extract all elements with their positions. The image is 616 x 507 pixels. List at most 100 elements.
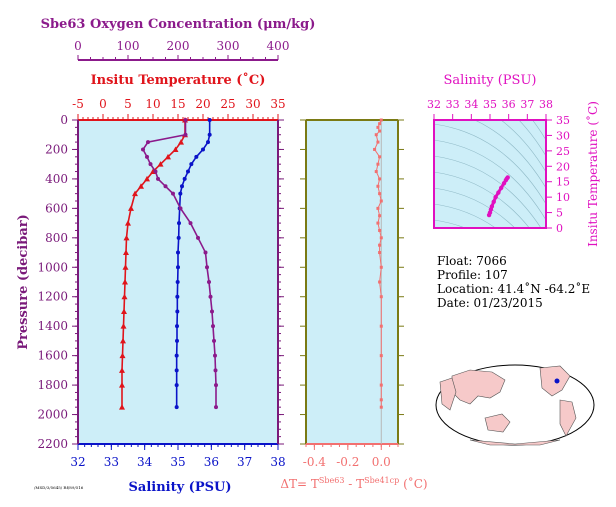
dt-axis-title: ΔT= TSbe63 - TSbe41cp (˚C) bbox=[280, 476, 427, 491]
fine-print: /MSD/3/5645/ Rf/89/516 bbox=[34, 485, 84, 490]
ts-point bbox=[499, 185, 504, 191]
temperature-axis: Insitu Temperature (˚C) -5 0 5 10 15 20 25 30 35 bbox=[72, 72, 286, 120]
temperature-point bbox=[128, 205, 134, 211]
oxygen-axis: Sbe63 Oxygen Concentration (μm/kg) 0 100 2… bbox=[41, 17, 316, 61]
oxygen-tick-label: 200 bbox=[167, 39, 190, 53]
pressure-tick-label: 1000 bbox=[37, 260, 68, 274]
oxygen-ticks: 0 100 200 300 400 bbox=[74, 39, 289, 60]
inset-salinity-tick-label: 38 bbox=[539, 98, 553, 111]
dt-point bbox=[378, 228, 382, 232]
salinity-point bbox=[174, 383, 179, 388]
temperature-point bbox=[119, 404, 125, 410]
temperature-point bbox=[123, 249, 129, 256]
dt-point bbox=[376, 221, 380, 225]
density-contour bbox=[434, 187, 516, 228]
temperature-point bbox=[172, 146, 179, 152]
oxygen-tick-label: 100 bbox=[117, 39, 140, 53]
australia-landmass bbox=[484, 413, 511, 433]
salinity-point bbox=[174, 353, 179, 358]
salinity-point bbox=[175, 309, 180, 314]
pressure-tick-label: 800 bbox=[45, 231, 68, 245]
salinity-point bbox=[174, 405, 179, 410]
dt-point bbox=[374, 133, 378, 137]
oxygen-point bbox=[171, 191, 175, 196]
pressure-tick-label: 1400 bbox=[37, 319, 68, 333]
float-info: Float: 7066 Profile: 107 Location: 41.4˚… bbox=[437, 254, 590, 310]
salinity-point bbox=[180, 184, 184, 189]
salinity-tick-label: 33 bbox=[104, 455, 119, 469]
salinity-point bbox=[186, 169, 190, 174]
inset-temperature-tick-label: 10 bbox=[556, 191, 570, 204]
temperature-tick-label: 35 bbox=[270, 97, 285, 111]
dt-tick-label: -0.2 bbox=[336, 455, 359, 469]
ts-point bbox=[493, 194, 498, 200]
dt-point bbox=[378, 243, 382, 247]
dt-point bbox=[378, 214, 382, 218]
salinity-point bbox=[182, 176, 187, 181]
salinity-tick-label: 35 bbox=[170, 455, 185, 469]
dt-point bbox=[376, 206, 380, 210]
salinity-tick-label: 32 bbox=[70, 455, 85, 469]
dt-point bbox=[374, 170, 378, 174]
salinity-point bbox=[176, 265, 180, 270]
ts-series bbox=[486, 175, 510, 218]
temperature-point bbox=[121, 308, 127, 314]
temperature-point bbox=[119, 352, 126, 359]
salinity-point bbox=[189, 162, 194, 167]
salinity-ticks: 32 33 34 35 36 37 38 bbox=[70, 444, 286, 469]
pressure-tick-label: 1800 bbox=[37, 378, 68, 392]
inset-temperature-tick-label: 35 bbox=[556, 114, 570, 127]
oxygen-tick-label: 300 bbox=[217, 39, 240, 53]
inset-salinity-title: Salinity (PSU) bbox=[444, 73, 537, 88]
temperature-point bbox=[165, 153, 171, 160]
oxygen-point bbox=[141, 147, 145, 152]
temperature-point bbox=[123, 234, 130, 241]
inset-salinity-tick-label: 33 bbox=[446, 98, 460, 111]
dt-point bbox=[378, 177, 382, 181]
density-contour bbox=[434, 139, 546, 221]
oxygen-point bbox=[188, 221, 193, 226]
dt-axis-sup2: Sbe41cp bbox=[364, 476, 399, 485]
ts-point bbox=[489, 204, 495, 209]
dt-point bbox=[379, 354, 383, 358]
dt-point bbox=[378, 129, 382, 133]
location: Location: 41.4˚N -64.2˚E bbox=[437, 281, 590, 296]
dt-point bbox=[379, 324, 383, 328]
pressure-tick-label: 2000 bbox=[37, 408, 68, 422]
antarctica-landmass bbox=[469, 439, 561, 446]
inset-temperature-tick-label: 25 bbox=[556, 145, 570, 158]
inset-salinity-tick-label: 37 bbox=[520, 98, 534, 111]
oxygen-point bbox=[213, 368, 218, 373]
salinity-point bbox=[174, 368, 179, 373]
dt-point bbox=[376, 125, 380, 129]
salinity-point bbox=[175, 338, 179, 343]
inset-temperature-tick-label: 30 bbox=[556, 129, 570, 142]
pressure-tick-label: 1600 bbox=[37, 349, 68, 363]
temperature-tick-label: 30 bbox=[245, 97, 260, 111]
dt-point bbox=[379, 398, 383, 402]
salinity-point bbox=[175, 324, 179, 329]
salinity-point bbox=[175, 294, 180, 299]
dt-plot-area bbox=[306, 120, 398, 444]
oxygen-point bbox=[213, 353, 217, 358]
density-contour bbox=[518, 120, 546, 157]
temperature-tick-label: -5 bbox=[72, 97, 84, 111]
pressure-tick-label: 0 bbox=[60, 113, 68, 127]
africa-europe-landmass bbox=[439, 377, 457, 411]
oxygen-point bbox=[183, 132, 188, 137]
density-contour bbox=[434, 203, 496, 228]
dt-point bbox=[378, 251, 382, 255]
dt-axis-suffix: (˚C) bbox=[399, 476, 427, 491]
oxygen-point bbox=[210, 309, 214, 314]
oxygen-axis-title: Sbe63 Oxygen Concentration (μm/kg) bbox=[41, 17, 316, 32]
temperature-tick-label: 20 bbox=[195, 97, 210, 111]
ts-point bbox=[505, 175, 510, 180]
dt-point bbox=[379, 265, 383, 269]
density-contour bbox=[434, 155, 542, 228]
salinity-point bbox=[201, 147, 205, 152]
float-position-marker bbox=[554, 378, 560, 384]
ts-point bbox=[491, 199, 496, 204]
dt-axis-prefix: ΔT= T bbox=[280, 477, 319, 491]
density-contour bbox=[434, 219, 467, 228]
